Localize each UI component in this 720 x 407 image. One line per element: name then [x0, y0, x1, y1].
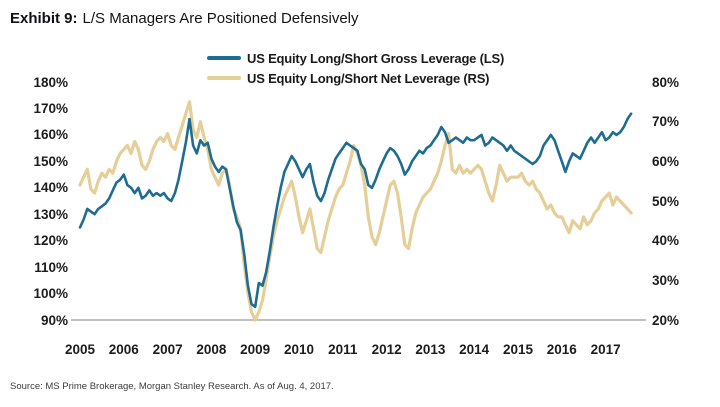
- x-axis-tick-2010: 2010: [283, 342, 315, 357]
- left-axis-tick-120: 120%: [33, 233, 68, 249]
- left-axis-tick-100: 100%: [33, 286, 68, 302]
- right-axis-tick-40: 40%: [652, 233, 680, 249]
- left-axis-tick-180: 180%: [33, 74, 68, 90]
- right-axis-tick-50: 50%: [652, 193, 680, 209]
- right-axis-tick-70: 70%: [652, 114, 680, 130]
- x-axis-tick-2005: 2005: [64, 342, 96, 357]
- x-axis-tick-2011: 2011: [328, 342, 358, 357]
- x-axis-tick-2016: 2016: [546, 342, 577, 357]
- left-axis-tick-130: 130%: [33, 206, 68, 222]
- left-axis-tick-90: 90%: [40, 312, 68, 328]
- x-axis-tick-2007: 2007: [152, 342, 183, 357]
- x-axis-tick-2009: 2009: [240, 342, 271, 357]
- right-axis-tick-80: 80%: [652, 74, 680, 90]
- exhibit-number-label: Exhibit 9:: [10, 10, 78, 27]
- x-axis-tick-2012: 2012: [371, 342, 402, 357]
- x-axis-tick-2008: 2008: [196, 342, 227, 357]
- x-axis-tick-2015: 2015: [502, 342, 534, 357]
- legend-item-net-leverage: US Equity Long/Short Net Leverage (RS): [207, 68, 504, 88]
- source-note: Source: MS Prime Brokerage, Morgan Stanl…: [10, 381, 334, 392]
- x-axis-tick-2006: 2006: [108, 342, 139, 357]
- x-axis-tick-2013: 2013: [415, 342, 446, 357]
- x-axis-tick-2014: 2014: [459, 342, 490, 357]
- left-axis-tick-150: 150%: [33, 153, 68, 169]
- legend-label-net: US Equity Long/Short Net Leverage (RS): [247, 70, 490, 86]
- right-axis-tick-30: 30%: [652, 272, 680, 288]
- net-leverage-swatch-icon: [207, 76, 241, 80]
- gross-leverage-line: [78, 112, 633, 309]
- left-axis-tick-140: 140%: [33, 180, 68, 196]
- x-axis-tick-2017: 2017: [590, 342, 621, 357]
- left-axis-tick-160: 160%: [33, 127, 68, 143]
- right-axis-tick-20: 20%: [652, 312, 680, 328]
- gross-leverage-swatch-icon: [207, 56, 241, 60]
- left-axis-tick-110: 110%: [34, 259, 68, 275]
- legend-label-gross: US Equity Long/Short Gross Leverage (LS): [247, 50, 505, 66]
- page-title: Exhibit 9: L/S Managers Are Positioned De…: [10, 10, 359, 27]
- legend-item-gross-leverage: US Equity Long/Short Gross Leverage (LS): [207, 48, 504, 68]
- exhibit-title-text: L/S Managers Are Positioned Defensively: [82, 10, 359, 27]
- left-axis-tick-170: 170%: [33, 100, 68, 116]
- chart-legend: US Equity Long/Short Gross Leverage (LS)…: [207, 48, 504, 88]
- net-leverage-line: [78, 100, 633, 322]
- right-axis-tick-60: 60%: [652, 153, 680, 169]
